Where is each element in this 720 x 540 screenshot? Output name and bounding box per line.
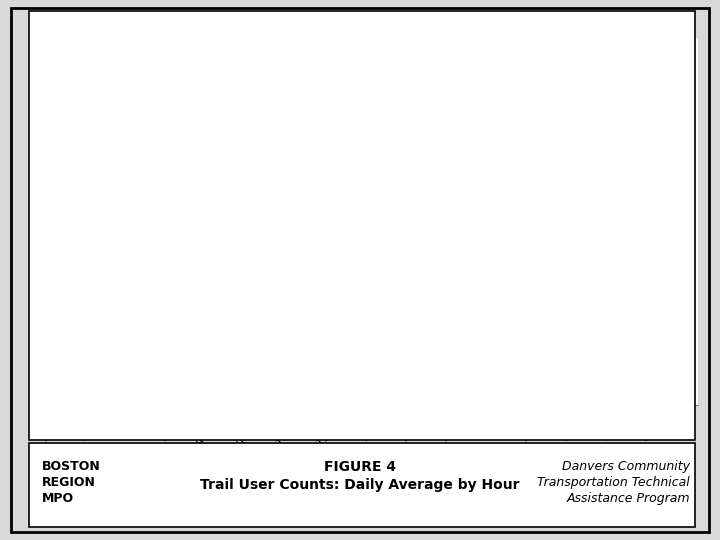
Text: BOSTON: BOSTON: [42, 460, 101, 473]
FancyBboxPatch shape: [29, 443, 695, 526]
Text: 21: 21: [587, 66, 602, 79]
Bar: [61, 282, 87, 405]
Text: 15: 15: [146, 158, 162, 171]
Bar: [621, 160, 647, 405]
Bar: [181, 328, 207, 405]
Text: Trail User Counts: Daily Average by Hour: Trail User Counts: Daily Average by Hour: [200, 478, 520, 492]
Text: FIGURE 4: FIGURE 4: [324, 460, 396, 474]
Text: 6: 6: [271, 295, 279, 309]
Text: Danvers Community: Danvers Community: [562, 460, 690, 473]
Bar: [302, 221, 328, 405]
Text: 18: 18: [107, 112, 122, 125]
Bar: [662, 282, 688, 405]
Text: Assistance Program: Assistance Program: [566, 492, 690, 505]
Text: 4: 4: [230, 326, 238, 339]
Text: 5: 5: [190, 311, 199, 324]
Text: 15: 15: [506, 158, 522, 171]
Bar: [222, 344, 248, 405]
Text: 11: 11: [467, 219, 482, 232]
Bar: [501, 176, 527, 405]
Text: MPO: MPO: [42, 492, 74, 505]
Bar: [261, 313, 287, 405]
Bar: [462, 237, 487, 405]
Bar: [341, 145, 367, 405]
Bar: [102, 130, 127, 405]
Text: 17: 17: [346, 127, 362, 140]
Text: 4: 4: [390, 326, 398, 339]
Text: 12: 12: [307, 204, 323, 217]
Bar: [541, 130, 567, 405]
Text: 2: 2: [431, 357, 438, 370]
FancyBboxPatch shape: [29, 11, 695, 440]
Text: 18: 18: [546, 112, 562, 125]
Text: REGION: REGION: [42, 476, 96, 489]
Bar: [421, 374, 447, 405]
Bar: [582, 84, 608, 405]
Bar: [141, 176, 167, 405]
Text: Transportation Technical: Transportation Technical: [537, 476, 690, 489]
Text: 8: 8: [71, 265, 78, 278]
Text: 16: 16: [626, 143, 642, 156]
Text: 8: 8: [670, 265, 678, 278]
Bar: [382, 344, 408, 405]
